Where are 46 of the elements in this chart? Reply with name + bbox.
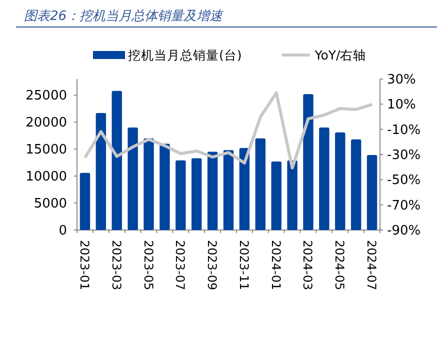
- line-series: [83, 91, 374, 170]
- bar: [176, 160, 186, 230]
- legend-label: 挖机当月总销量(台): [128, 48, 242, 62]
- y-tick-label: 5000: [34, 196, 67, 212]
- x-tick-label: 2024-07: [364, 240, 379, 290]
- bar: [335, 132, 346, 230]
- y-tick-label: 25000: [26, 88, 67, 104]
- bar: [160, 144, 170, 230]
- y-tick-label: 20000: [26, 116, 67, 131]
- bar: [239, 148, 250, 230]
- x-tick-label: 2023-07: [173, 240, 188, 290]
- y2-tick-label: 30%: [387, 72, 416, 88]
- x-tick-label: 2023-03: [109, 240, 124, 290]
- y2-tick-label: -50%: [387, 173, 421, 188]
- bar: [287, 160, 298, 230]
- bar: [366, 155, 378, 230]
- y-tick-label: 15000: [26, 142, 67, 158]
- bar: [319, 128, 330, 230]
- bar: [80, 172, 90, 230]
- x-tick-label: 2024-05: [332, 240, 347, 290]
- x-tick-label: 2024-01: [268, 240, 283, 290]
- y2-tick-label: 10%: [387, 98, 416, 113]
- x-tick-label: 2023-01: [77, 240, 92, 290]
- chart-title: 图表26：挖机当月总体销量及增速: [24, 9, 224, 24]
- bar: [192, 158, 202, 230]
- bar: [128, 128, 138, 230]
- x-tick-label: 2023-09: [205, 240, 220, 290]
- bar: [207, 152, 218, 230]
- y2-tick-label: -70%: [387, 198, 421, 214]
- y-tick-label: 10000: [26, 170, 67, 185]
- y2-tick-label: -10%: [387, 122, 421, 138]
- bar: [112, 90, 122, 230]
- bar: [303, 94, 314, 230]
- y2-tick-label: -90%: [387, 224, 421, 238]
- x-tick-label: 2023-11: [236, 240, 251, 290]
- y-tick-label: 0: [58, 224, 67, 238]
- y2-tick-label: -30%: [387, 148, 421, 163]
- bar: [271, 162, 282, 230]
- legend-label: YoY/右轴: [314, 48, 366, 62]
- bar: [144, 138, 154, 230]
- bar: [223, 150, 234, 230]
- x-tick-label: 2023-05: [141, 240, 156, 290]
- bar: [255, 138, 266, 230]
- bar: [350, 139, 362, 230]
- x-tick-label: 2024-03: [300, 240, 315, 290]
- bar: [96, 112, 106, 230]
